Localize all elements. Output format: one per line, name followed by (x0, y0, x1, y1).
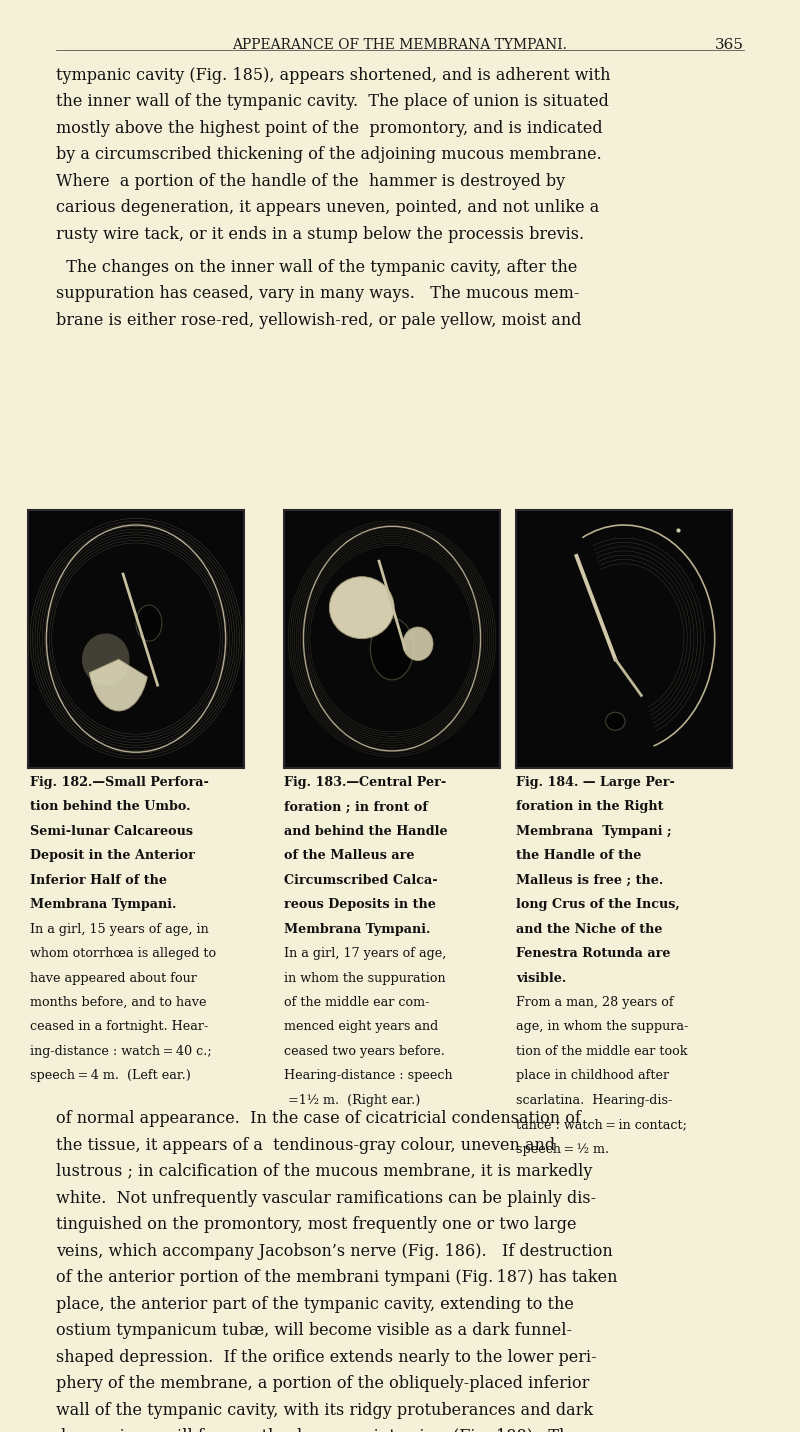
Text: Hearing-distance : speech: Hearing-distance : speech (284, 1070, 453, 1083)
Ellipse shape (82, 633, 130, 684)
Text: lustrous ; in calcification of the mucous membrane, it is markedly: lustrous ; in calcification of the mucou… (56, 1163, 592, 1180)
Text: of the anterior portion of the membrani tympani (Fig. 187) has taken: of the anterior portion of the membrani … (56, 1269, 618, 1286)
Text: Semi-lunar Calcareous: Semi-lunar Calcareous (30, 825, 193, 838)
Text: depressions, will frequently also come into view (Fig. 188).  The: depressions, will frequently also come i… (56, 1428, 579, 1432)
Text: tion behind the Umbo.: tion behind the Umbo. (30, 800, 190, 813)
Text: visible.: visible. (516, 971, 566, 985)
Text: =1½ m.  (Right ear.): =1½ m. (Right ear.) (284, 1094, 420, 1107)
Text: Fig. 184. — Large Per-: Fig. 184. — Large Per- (516, 776, 675, 789)
Text: by a circumscribed thickening of the adjoining mucous membrane.: by a circumscribed thickening of the adj… (56, 146, 602, 163)
Text: Circumscribed Calca-: Circumscribed Calca- (284, 874, 438, 886)
Text: Inferior Half of the: Inferior Half of the (30, 874, 166, 886)
Text: and the Niche of the: and the Niche of the (516, 922, 662, 935)
Text: mostly above the highest point of the  promontory, and is indicated: mostly above the highest point of the pr… (56, 119, 602, 136)
Text: of the middle ear com-: of the middle ear com- (284, 997, 430, 1010)
Text: place, the anterior part of the tympanic cavity, extending to the: place, the anterior part of the tympanic… (56, 1296, 574, 1313)
Text: Fenestra Rotunda are: Fenestra Rotunda are (516, 947, 670, 959)
Text: reous Deposits in the: reous Deposits in the (284, 898, 436, 911)
Ellipse shape (370, 619, 414, 680)
Text: foration in the Right: foration in the Right (516, 800, 663, 813)
Text: tinguished on the promontory, most frequently one or two large: tinguished on the promontory, most frequ… (56, 1216, 577, 1233)
Text: Membrana Tympani.: Membrana Tympani. (284, 922, 430, 935)
Text: white.  Not unfrequently vascular ramifications can be plainly dis-: white. Not unfrequently vascular ramific… (56, 1190, 596, 1207)
Text: veins, which accompany Jacobson’s nerve (Fig. 186).   If destruction: veins, which accompany Jacobson’s nerve … (56, 1243, 613, 1260)
Text: the Handle of the: the Handle of the (516, 849, 642, 862)
Text: In a girl, 17 years of age,: In a girl, 17 years of age, (284, 947, 446, 959)
Text: foration ; in front of: foration ; in front of (284, 800, 428, 813)
Text: months before, and to have: months before, and to have (30, 997, 206, 1010)
Text: speech = 4 m.  (Left ear.): speech = 4 m. (Left ear.) (30, 1070, 190, 1083)
Text: speech = ½ m.: speech = ½ m. (516, 1143, 609, 1156)
Bar (516, 510, 732, 768)
Text: Fig. 183.—Central Per-: Fig. 183.—Central Per- (284, 776, 446, 789)
Text: in whom the suppuration: in whom the suppuration (284, 971, 446, 985)
Text: place in childhood after: place in childhood after (516, 1070, 669, 1083)
Text: Membrana  Tympani ;: Membrana Tympani ; (516, 825, 672, 838)
Text: ing-distance : watch = 40 c.;: ing-distance : watch = 40 c.; (30, 1045, 211, 1058)
Text: Membrana Tympani.: Membrana Tympani. (30, 898, 176, 911)
Text: shaped depression.  If the orifice extends nearly to the lower peri-: shaped depression. If the orifice extend… (56, 1349, 597, 1366)
Bar (284, 510, 500, 768)
Text: tance : watch = in contact;: tance : watch = in contact; (516, 1118, 687, 1131)
Text: The changes on the inner wall of the tympanic cavity, after the: The changes on the inner wall of the tym… (56, 259, 578, 276)
Ellipse shape (136, 606, 162, 642)
Text: ostium tympanicum tubæ, will become visible as a dark funnel-: ostium tympanicum tubæ, will become visi… (56, 1322, 572, 1339)
Text: carious degeneration, it appears uneven, pointed, and not unlike a: carious degeneration, it appears uneven,… (56, 199, 599, 216)
Text: rusty wire tack, or it ends in a stump below the processis brevis.: rusty wire tack, or it ends in a stump b… (56, 226, 584, 242)
Text: 365: 365 (715, 39, 744, 52)
Ellipse shape (402, 627, 433, 660)
Text: whom otorrhœa is alleged to: whom otorrhœa is alleged to (30, 947, 216, 959)
Text: tion of the middle ear took: tion of the middle ear took (516, 1045, 687, 1058)
Text: suppuration has ceased, vary in many ways.   The mucous mem-: suppuration has ceased, vary in many way… (56, 285, 579, 302)
Text: long Crus of the Incus,: long Crus of the Incus, (516, 898, 680, 911)
Text: From a man, 28 years of: From a man, 28 years of (516, 997, 674, 1010)
Text: have appeared about four: have appeared about four (30, 971, 197, 985)
Text: In a girl, 15 years of age, in: In a girl, 15 years of age, in (30, 922, 208, 935)
Text: ceased in a fortnight. Hear-: ceased in a fortnight. Hear- (30, 1021, 208, 1034)
Text: scarlatina.  Hearing-dis-: scarlatina. Hearing-dis- (516, 1094, 672, 1107)
Text: Where  a portion of the handle of the  hammer is destroyed by: Where a portion of the handle of the ham… (56, 173, 565, 189)
Text: menced eight years and: menced eight years and (284, 1021, 438, 1034)
Bar (28, 510, 244, 768)
Text: of the Malleus are: of the Malleus are (284, 849, 414, 862)
Text: APPEARANCE OF THE MEMBRANA TYMPANI.: APPEARANCE OF THE MEMBRANA TYMPANI. (233, 39, 567, 52)
Text: ceased two years before.: ceased two years before. (284, 1045, 445, 1058)
Text: Deposit in the Anterior: Deposit in the Anterior (30, 849, 194, 862)
Wedge shape (90, 659, 147, 710)
Text: the tissue, it appears of a  tendinous-gray colour, uneven and: the tissue, it appears of a tendinous-gr… (56, 1137, 555, 1154)
Text: wall of the tympanic cavity, with its ridgy protuberances and dark: wall of the tympanic cavity, with its ri… (56, 1402, 593, 1419)
Text: Malleus is free ; the.: Malleus is free ; the. (516, 874, 663, 886)
Text: phery of the membrane, a portion of the obliquely-placed inferior: phery of the membrane, a portion of the … (56, 1375, 590, 1392)
Text: brane is either rose-red, yellowish-red, or pale yellow, moist and: brane is either rose-red, yellowish-red,… (56, 312, 582, 329)
Text: Fig. 182.—Small Perfora-: Fig. 182.—Small Perfora- (30, 776, 209, 789)
Text: and behind the Handle: and behind the Handle (284, 825, 448, 838)
Text: tympanic cavity (Fig. 185), appears shortened, and is adherent with: tympanic cavity (Fig. 185), appears shor… (56, 66, 610, 83)
Text: the inner wall of the tympanic cavity.  The place of union is situated: the inner wall of the tympanic cavity. T… (56, 93, 609, 110)
Ellipse shape (330, 577, 394, 639)
Ellipse shape (606, 712, 625, 730)
Text: age, in whom the suppura-: age, in whom the suppura- (516, 1021, 688, 1034)
Text: of normal appearance.  In the case of cicatricial condensation of: of normal appearance. In the case of cic… (56, 1110, 581, 1127)
